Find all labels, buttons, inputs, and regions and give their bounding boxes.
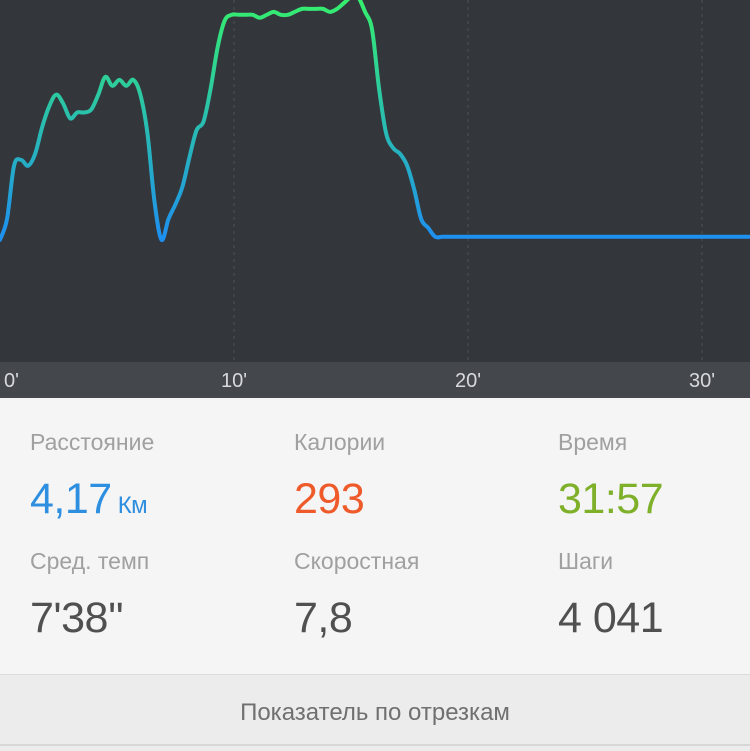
stat-value: 31:57	[558, 475, 664, 523]
pace-chart-svg	[0, 0, 750, 362]
x-axis-bar: 0' 10' 20' 30'	[0, 362, 750, 398]
stat-avg-pace: Сред. темп 7'38''	[30, 547, 270, 643]
pace-series-line	[0, 0, 750, 242]
divider	[0, 744, 750, 746]
workout-stats: Расстояние 4,17 Км Калории 293 Время 31:5…	[0, 398, 750, 674]
stat-label: Расстояние	[30, 429, 155, 455]
x-tick-label: 10'	[221, 370, 248, 392]
stat-value: 7,8	[294, 594, 353, 642]
stat-value: 293	[294, 475, 365, 523]
stat-value: 7'38''	[30, 594, 124, 642]
stat-time: Время 31:57	[558, 428, 750, 524]
stat-label: Время	[558, 429, 628, 455]
x-tick-label: 20'	[455, 370, 482, 392]
stat-distance: Расстояние 4,17 Км	[30, 428, 270, 531]
stat-value: 4,17 Км	[30, 474, 270, 531]
x-tick-label: 30'	[689, 370, 716, 392]
stat-label: Шаги	[558, 548, 614, 574]
stat-calories: Калории 293	[294, 428, 534, 524]
segment-stats-label: Показатель по отрезкам	[240, 699, 510, 726]
distance-unit: Км	[117, 492, 148, 519]
pace-chart	[0, 0, 750, 362]
x-tick-label: 0'	[4, 370, 19, 392]
distance-value: 4,17	[30, 475, 112, 523]
stat-label: Скоростная	[294, 548, 420, 574]
stat-label: Сред. темп	[30, 548, 150, 574]
stat-value: 4 041	[558, 594, 664, 642]
stat-speed: Скоростная 7,8	[294, 547, 534, 643]
segment-stats-button[interactable]: Показатель по отрезкам	[0, 674, 750, 751]
stat-steps: Шаги 4 041	[558, 547, 750, 643]
stat-label: Калории	[294, 429, 386, 455]
